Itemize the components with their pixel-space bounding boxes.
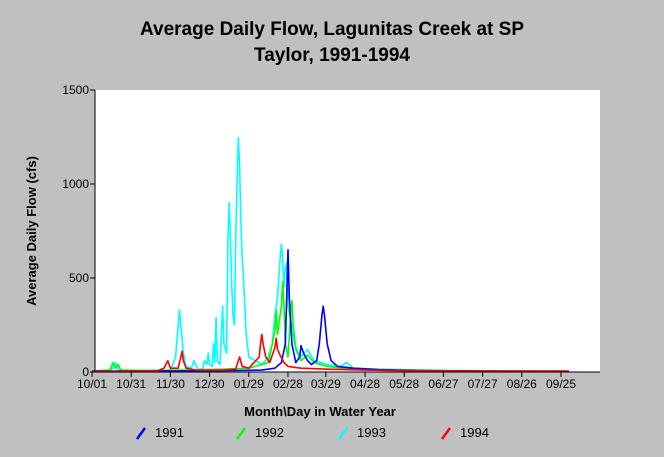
x-axis-label: Month\Day in Water Year <box>244 404 396 419</box>
series-line-1991 <box>92 249 569 373</box>
legend-swatch <box>135 427 147 440</box>
y-tick-label: 500 <box>69 271 89 285</box>
series-line-1993 <box>91 137 569 372</box>
x-tick-label: 05/28 <box>389 377 419 391</box>
x-tick-label: 07/27 <box>468 377 498 391</box>
x-tick-label: 11/30 <box>156 377 185 391</box>
y-tick-label: 0 <box>82 365 89 379</box>
y-tick-label: 1000 <box>62 177 89 191</box>
series-line-1994 <box>91 333 569 373</box>
chart-title-line-1: Average Daily Flow, Lagunitas Creek at S… <box>140 19 524 40</box>
x-tick-label: 09/25 <box>546 377 576 391</box>
plot-background <box>95 90 600 372</box>
legend-swatch <box>337 427 349 440</box>
y-axis-label: Average Daily Flow (cfs) <box>24 156 39 306</box>
chart-title-line-2: Taylor, 1991-1994 <box>254 45 410 66</box>
y-tick-label: 1500 <box>62 83 89 97</box>
x-tick-label: 06/27 <box>428 377 458 391</box>
x-tick-label: 10/01 <box>77 377 107 391</box>
x-tick-label: 08/26 <box>507 377 537 391</box>
legend-label: 1994 <box>460 425 489 440</box>
x-tick-label: 10/31 <box>116 377 146 391</box>
x-tick-label: 01/29 <box>234 377 264 391</box>
legend: 1991 1992 1993 1994 <box>0 424 664 444</box>
legend-label: 1991 <box>155 425 184 440</box>
legend-label: 1992 <box>255 425 284 440</box>
x-tick-label: 02/28 <box>273 377 303 391</box>
legend-swatch <box>235 427 247 440</box>
legend-label: 1993 <box>357 425 386 440</box>
x-tick-label: 12/30 <box>195 377 225 391</box>
series-line-1992 <box>91 280 569 373</box>
x-tick-label: 04/28 <box>350 377 380 391</box>
x-tick-label: 03/29 <box>311 377 341 391</box>
legend-swatch <box>440 427 452 440</box>
